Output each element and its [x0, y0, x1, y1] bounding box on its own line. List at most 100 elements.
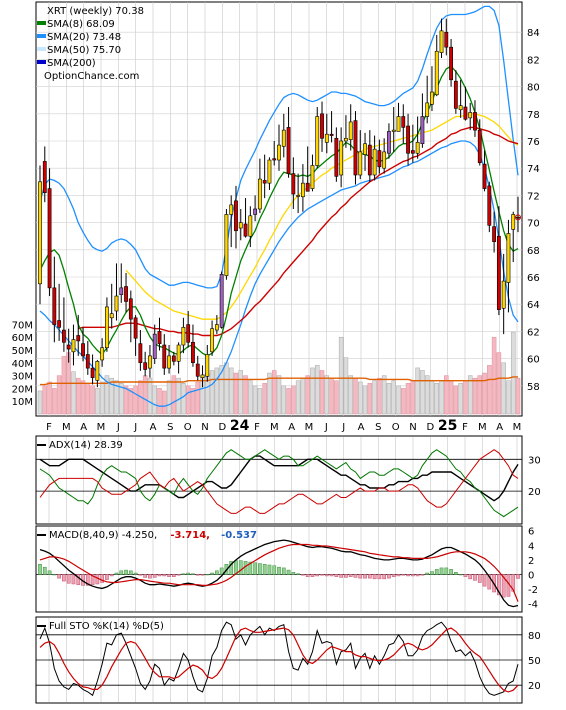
macd-hist-bar: [71, 574, 76, 585]
macd-signal-line: [39, 543, 519, 602]
candle-body: [90, 367, 95, 378]
volume-bar: [506, 380, 511, 415]
volume-bar: [47, 381, 52, 415]
macd-title: MACD(8,40,9) -4.250, -3.714, -0.537: [49, 530, 257, 541]
candle-body: [257, 178, 262, 210]
macd-hist-bar: [238, 560, 243, 575]
adx-series-adx: [39, 455, 519, 502]
macd-hist-bar: [124, 569, 128, 575]
candle-body: [410, 150, 415, 154]
macd-hist-bar: [267, 564, 272, 575]
volume-tick-label: 70M: [12, 320, 33, 331]
macd-hist-bar: [138, 574, 143, 576]
macd-hist-bar: [114, 572, 119, 575]
macd-hist-bar: [358, 574, 363, 579]
x-tick-label: N: [201, 422, 208, 433]
candle-body: [425, 102, 430, 117]
candle-body: [430, 91, 434, 105]
macd-title-signal: -3.714,: [170, 530, 210, 541]
volume-bar: [37, 390, 43, 415]
macd-hist-bar: [253, 562, 257, 575]
volume-bar: [401, 388, 406, 415]
candle-body: [124, 286, 128, 302]
watermark: OptionChance.com: [44, 71, 139, 82]
macd-hist-bar: [90, 574, 95, 585]
macd-hist-bar: [66, 574, 71, 584]
candle-body: [66, 344, 71, 350]
volume-bar: [71, 371, 76, 415]
volume-bar: [219, 365, 224, 415]
price-tick-label: 70: [527, 219, 540, 230]
volume-bar: [343, 357, 349, 415]
macd-hist-bar: [430, 571, 434, 575]
candle-body: [71, 339, 76, 353]
candle-body: [444, 31, 449, 48]
volume-bar: [267, 372, 272, 415]
candle-body: [234, 200, 238, 232]
x-tick-label: 24: [230, 418, 250, 434]
candle-body: [415, 142, 420, 154]
macd-hist-bar: [272, 565, 277, 575]
macd-hist-bar: [42, 566, 47, 575]
x-tick-label: J: [324, 422, 328, 433]
macd-tick-label: -2: [528, 585, 538, 596]
volume-ma-line: [40, 376, 518, 386]
sto-tick-label: 50: [528, 656, 541, 667]
candle-body: [262, 180, 267, 184]
candle-body: [382, 151, 387, 169]
macd-title-hist: -0.537: [221, 530, 257, 541]
volume-bar: [214, 367, 220, 415]
candle-body: [114, 295, 119, 312]
macd-tick-label: 4: [528, 541, 534, 552]
sma50-line: [125, 113, 519, 320]
candle-body: [167, 355, 171, 369]
candle-body: [286, 127, 291, 174]
candle-body: [396, 116, 401, 132]
volume-bar: [257, 388, 263, 415]
macd-hist-bar: [191, 573, 195, 575]
macd-tick-label: 2: [528, 556, 534, 567]
price-tick-label: 78: [527, 110, 540, 121]
volume-bar: [405, 383, 411, 415]
volume-bar: [448, 380, 454, 415]
macd-hist-bar: [477, 574, 482, 583]
macd-hist-bar: [482, 574, 487, 587]
macd-hist-bar: [219, 567, 224, 575]
volume-bar: [377, 377, 382, 415]
volume-bar: [472, 377, 478, 415]
volume-bar: [295, 380, 301, 415]
candle-body: [492, 226, 497, 242]
macd-title-main: MACD(8,40,9) -4.250,: [49, 530, 157, 541]
candle-body: [42, 161, 47, 193]
macd-hist-bar: [425, 572, 430, 575]
volume-bar: [114, 380, 119, 415]
candle-body: [291, 173, 296, 195]
candle-body: [253, 208, 258, 215]
candle-body: [453, 80, 458, 109]
volume-bar: [286, 388, 291, 415]
candle-body: [128, 298, 133, 320]
price-panel: [35, 1, 523, 417]
candle-body: [477, 129, 482, 164]
volume-bar: [358, 381, 363, 415]
volume-bar: [415, 367, 420, 415]
volume-bar: [467, 375, 473, 415]
legend-sma50: SMA(50) 75.70: [47, 45, 121, 56]
volume-tick-label: 60M: [12, 333, 33, 344]
price-tick-label: 66: [527, 273, 540, 284]
macd-hist-bar: [286, 569, 291, 575]
x-tick-label: S: [167, 422, 173, 433]
candle-body: [406, 125, 410, 154]
volume-bar: [487, 365, 492, 415]
price-tick-label: 82: [527, 55, 540, 66]
x-tick-label: F: [46, 422, 52, 433]
volume-bar: [314, 365, 320, 415]
volume-tick-label: 50M: [12, 346, 33, 357]
macd-hist-bar: [324, 574, 329, 577]
x-tick-label: J: [341, 422, 345, 433]
sto-tick-label: 80: [528, 631, 541, 642]
candle-body: [210, 328, 214, 353]
adx-title: ADX(14) 28.39: [49, 440, 123, 451]
adx-tick-label: 30: [528, 455, 541, 466]
volume-bar: [133, 385, 138, 415]
